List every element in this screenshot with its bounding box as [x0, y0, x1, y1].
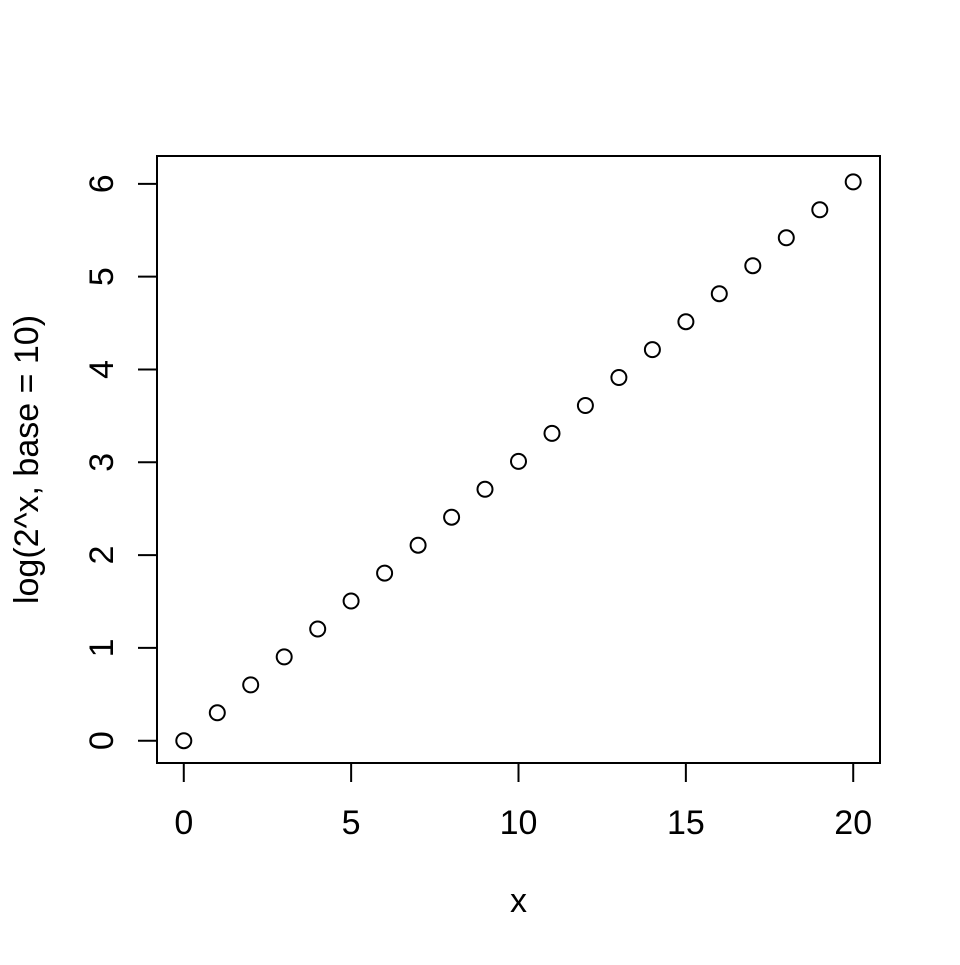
- x-axis-ticks: [182, 763, 855, 782]
- data-point: [376, 564, 394, 582]
- data-point: [811, 201, 829, 219]
- x-axis-label: x: [510, 882, 527, 920]
- data-point: [576, 397, 594, 414]
- y-tick-label: 4: [83, 360, 121, 379]
- data-point: [677, 313, 695, 331]
- data-point: [710, 285, 728, 303]
- data-point: [744, 257, 762, 275]
- y-tick-label: 0: [83, 731, 121, 750]
- data-point: [275, 648, 293, 666]
- y-tick-label: 2: [83, 546, 121, 565]
- data-point: [844, 173, 862, 191]
- data-point: [242, 676, 260, 694]
- data-point: [777, 229, 795, 247]
- data-point: [409, 536, 427, 554]
- data-point: [543, 424, 561, 442]
- data-point: [443, 508, 461, 526]
- y-tick-label: 1: [83, 638, 121, 657]
- y-tick-label: 5: [83, 267, 121, 286]
- y-axis-tick-labels: 0 1 2 3 4 5 6: [83, 174, 121, 750]
- y-tick-label: 3: [83, 453, 121, 472]
- x-axis-tick-labels: 0 5 10 15 20: [174, 804, 872, 842]
- x-tick-label: 0: [174, 804, 193, 842]
- x-tick-label: 15: [667, 804, 705, 842]
- data-point: [510, 452, 527, 470]
- x-tick-label: 10: [500, 804, 538, 842]
- data-point: [342, 592, 360, 610]
- x-tick-label: 20: [834, 804, 872, 842]
- y-axis-label: log(2^x, base = 10): [8, 315, 46, 604]
- data-point: [208, 704, 226, 722]
- data-points: [175, 173, 862, 750]
- data-point: [643, 341, 661, 359]
- data-point: [175, 732, 193, 750]
- x-tick-label: 5: [342, 804, 361, 842]
- data-point: [309, 620, 327, 638]
- data-point: [610, 369, 628, 386]
- y-tick-label: 6: [83, 174, 121, 193]
- data-point: [476, 480, 494, 498]
- y-axis-ticks: [138, 182, 157, 742]
